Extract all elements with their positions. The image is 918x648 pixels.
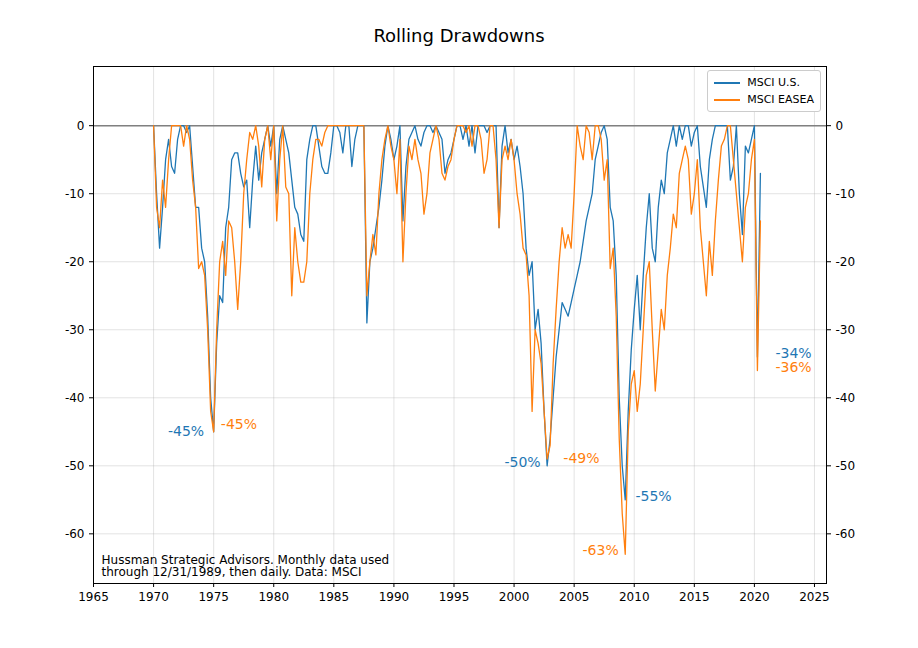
svg-text:-20: -20 <box>65 255 85 269</box>
svg-text:-30: -30 <box>836 323 856 337</box>
svg-text:-50: -50 <box>836 459 856 473</box>
svg-text:-63%: -63% <box>583 542 619 558</box>
svg-text:-30: -30 <box>65 323 85 337</box>
svg-text:-49%: -49% <box>563 450 599 466</box>
svg-text:1970: 1970 <box>138 590 169 604</box>
svg-text:1965: 1965 <box>78 590 109 604</box>
svg-text:-60: -60 <box>836 527 856 541</box>
svg-text:-50: -50 <box>65 459 85 473</box>
svg-text:-10: -10 <box>65 187 85 201</box>
svg-text:2005: 2005 <box>559 590 590 604</box>
svg-text:1975: 1975 <box>198 590 229 604</box>
svg-text:2015: 2015 <box>679 590 710 604</box>
svg-text:-50%: -50% <box>504 454 540 470</box>
html-text:MSCI EASEA: MSCI EASEA <box>747 93 814 106</box>
svg-text:-36%: -36% <box>775 359 811 375</box>
svg-text:1980: 1980 <box>258 590 289 604</box>
svg-text:-40: -40 <box>836 391 856 405</box>
svg-text:-45%: -45% <box>168 423 204 439</box>
svg-text:2020: 2020 <box>739 590 770 604</box>
svg-text:2025: 2025 <box>799 590 830 604</box>
svg-text:-34%: -34% <box>775 345 812 362</box>
html-text:MSCI U.S.: MSCI U.S. <box>747 76 801 89</box>
svg-text:2000: 2000 <box>499 590 530 604</box>
svg-text:-10: -10 <box>836 187 856 201</box>
html-text:Rolling Drawdowns: Rolling Drawdowns <box>373 25 545 46</box>
svg-text:-45%: -45% <box>221 416 257 432</box>
svg-text:1985: 1985 <box>319 590 350 604</box>
svg-text:-40: -40 <box>65 391 85 405</box>
svg-text:1990: 1990 <box>379 590 410 604</box>
svg-text:Hussman Strategic Advisors. Mo: Hussman Strategic Advisors. Monthly data… <box>102 553 390 579</box>
svg-text:-20: -20 <box>836 255 856 269</box>
svg-text:-55%: -55% <box>635 488 671 504</box>
svg-text:-60: -60 <box>65 527 85 541</box>
svg-text:1995: 1995 <box>439 590 470 604</box>
svg-text:2010: 2010 <box>619 590 650 604</box>
svg-text:0: 0 <box>836 119 844 133</box>
svg-text:0: 0 <box>77 119 85 133</box>
